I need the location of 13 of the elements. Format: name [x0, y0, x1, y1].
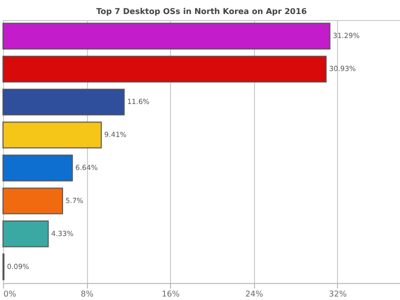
x-tick-label: 8% — [80, 290, 94, 298]
x-tick-label: 32% — [328, 290, 348, 298]
bar — [2, 220, 49, 248]
chart-subtitle: Top 7 Desktop OSs in North Korea on Apr 2016 — [96, 7, 308, 16]
x-tick-label: 0% — [4, 290, 17, 298]
x-tick-label: 24% — [245, 290, 264, 298]
bar — [2, 188, 64, 214]
x-tick-label: 16% — [162, 290, 180, 298]
bar — [2, 154, 73, 182]
bar — [2, 22, 330, 50]
bar — [2, 88, 125, 116]
bar — [2, 122, 102, 148]
bar — [2, 56, 327, 82]
